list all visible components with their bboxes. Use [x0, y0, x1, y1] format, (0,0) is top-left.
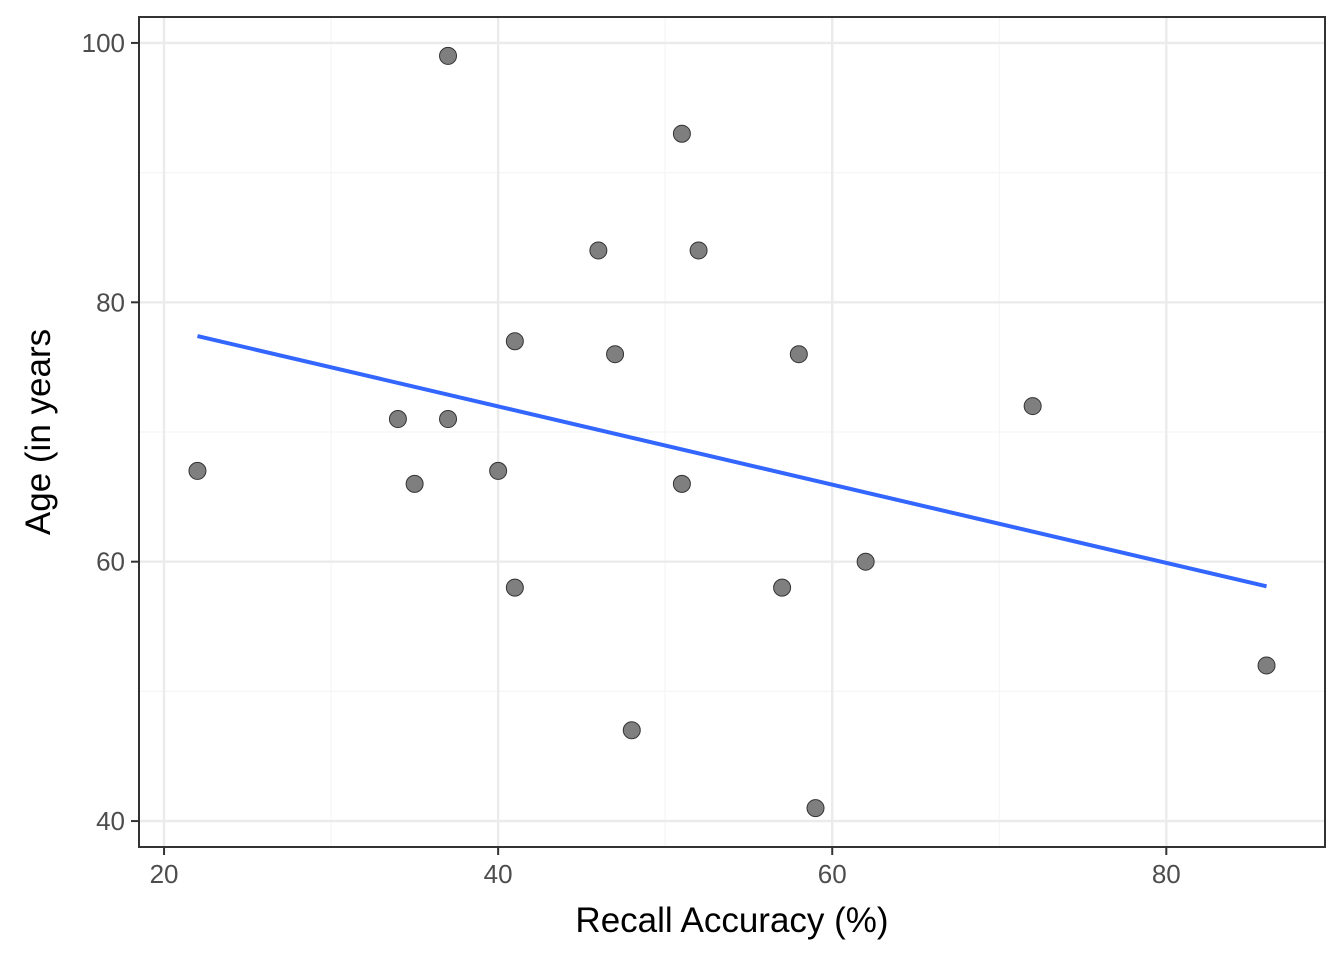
major-gridlines	[139, 17, 1325, 847]
data-point	[789, 345, 808, 364]
axis-tick-labels: 20 40 60 80 40 60 80 100	[82, 28, 1181, 889]
x-tick-label: 60	[818, 859, 847, 889]
data-point	[1257, 656, 1276, 675]
x-tick-label: 80	[1152, 859, 1181, 889]
data-point	[505, 332, 524, 351]
points-layer	[188, 46, 1276, 818]
axis-ticks	[131, 41, 1168, 855]
data-point	[1023, 397, 1042, 416]
y-tick-label: 40	[96, 806, 125, 836]
data-point	[856, 552, 875, 571]
data-point	[689, 241, 708, 260]
data-point	[589, 241, 608, 260]
panel-border	[138, 16, 1326, 848]
data-point	[489, 461, 508, 480]
data-point	[672, 124, 691, 143]
x-tick-label: 40	[484, 859, 513, 889]
data-point	[622, 721, 641, 740]
y-tick-label: 100	[82, 28, 125, 58]
data-point	[439, 410, 458, 429]
x-tick-label: 20	[150, 859, 179, 889]
y-tick-label: 60	[96, 547, 125, 577]
data-point	[439, 46, 458, 65]
data-point	[188, 461, 207, 480]
data-point	[388, 410, 407, 429]
data-point	[405, 474, 424, 493]
trend-line-layer	[197, 334, 1267, 589]
trend-line	[197, 334, 1267, 589]
y-axis-title: Age (in years	[19, 329, 58, 535]
y-tick-label: 80	[96, 287, 125, 317]
data-point	[806, 799, 825, 818]
data-point	[606, 345, 625, 364]
data-point	[672, 474, 691, 493]
x-axis-title: Recall Accuracy (%)	[575, 901, 888, 940]
data-point	[505, 578, 524, 597]
data-point	[773, 578, 792, 597]
minor-gridlines	[139, 17, 1325, 847]
